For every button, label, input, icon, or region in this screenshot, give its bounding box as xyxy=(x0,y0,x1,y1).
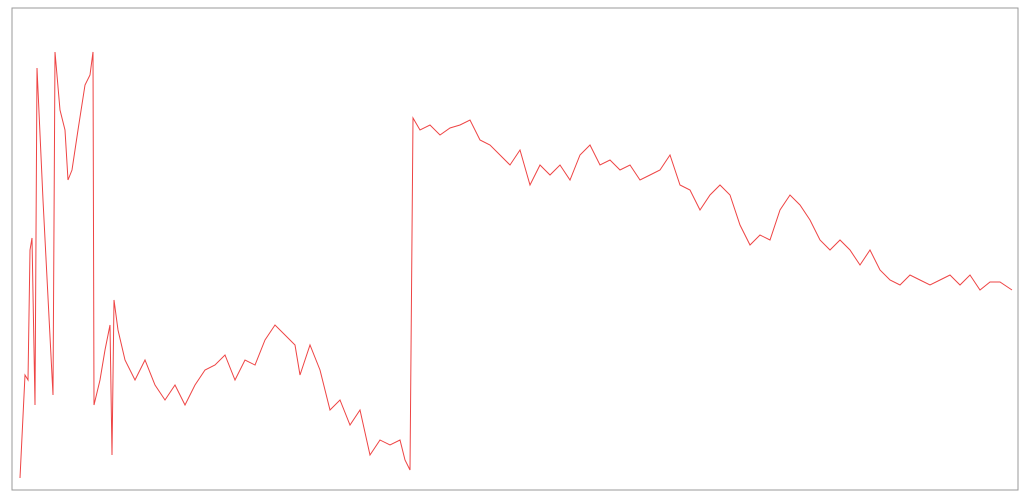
data-line xyxy=(19,51,1013,479)
plot-frame xyxy=(11,7,1019,491)
